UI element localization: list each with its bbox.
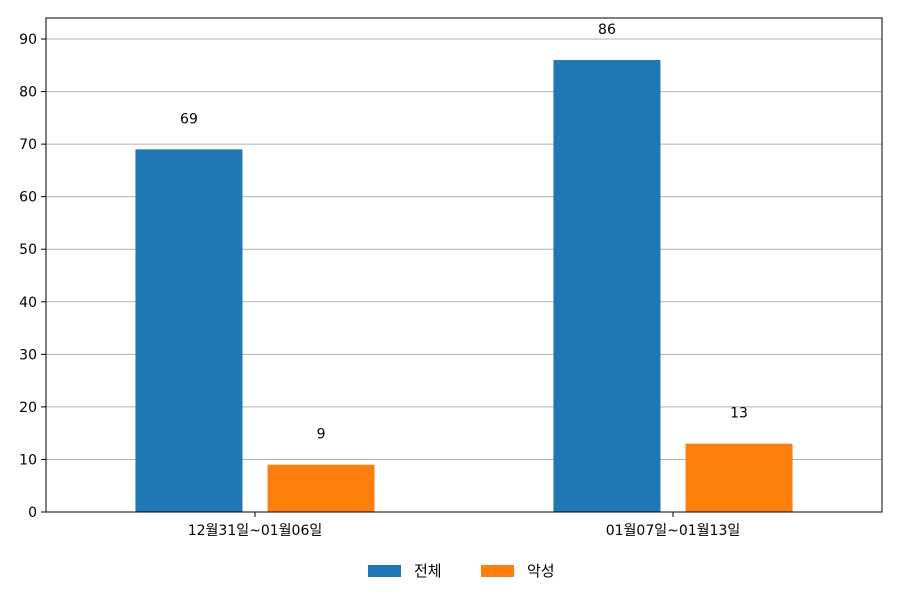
bar-value-label: 9 (317, 427, 326, 443)
y-tick-label: 80 (19, 85, 37, 101)
data-labels: 69 9 86 13 (180, 22, 748, 443)
bar (135, 149, 243, 512)
plot-frame (45, 17, 883, 513)
y-tick-label: 40 (19, 295, 37, 311)
bar-value-label: 86 (598, 22, 616, 38)
y-tick-label: 0 (28, 505, 37, 521)
y-tick-label: 50 (19, 242, 37, 258)
y-tick-label: 70 (19, 137, 37, 153)
legend-label: 전체 (414, 562, 442, 580)
bar (267, 464, 375, 512)
bars (135, 60, 793, 513)
y-tick-label: 10 (19, 452, 37, 468)
legend-swatch (368, 565, 401, 577)
axes: 0 10 20 30 40 50 60 70 80 90 12월31일~01월06일 01월07일~0… (19, 17, 883, 539)
y-tick-label: 60 (19, 190, 37, 206)
legend: 전체 악성 (368, 562, 555, 580)
bar (685, 443, 793, 512)
x-tick-label: 12월31일~01월06일 (188, 523, 323, 539)
bar-value-label: 13 (730, 406, 748, 422)
y-tick-label: 30 (19, 347, 37, 363)
legend-swatch (481, 565, 514, 577)
y-tick-label: 90 (19, 32, 37, 48)
legend-label: 악성 (527, 562, 555, 580)
x-tick-label: 01월07일~01월13일 (606, 523, 741, 539)
bar (553, 60, 661, 513)
y-tick-label: 20 (19, 400, 37, 416)
bar-value-label: 69 (180, 111, 198, 127)
